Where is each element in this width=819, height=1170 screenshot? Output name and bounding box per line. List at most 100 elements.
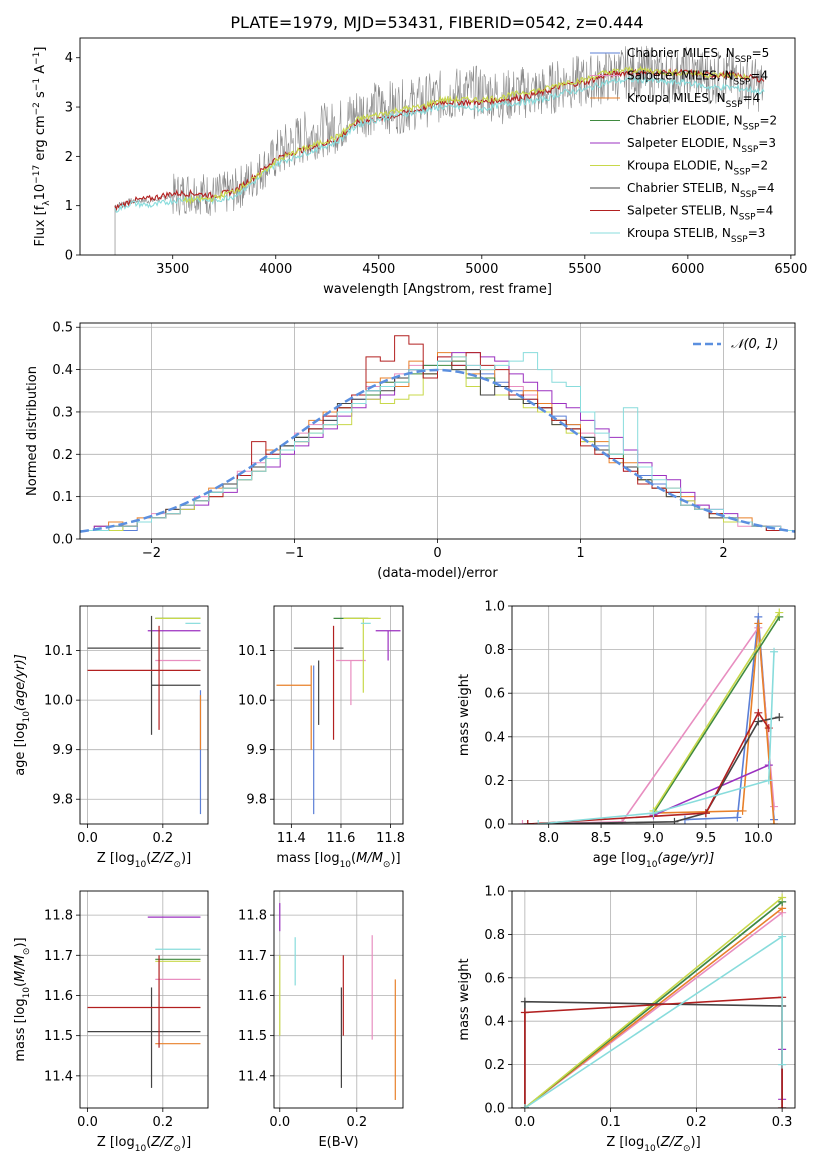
y-tick-label: 11.7 <box>44 949 73 964</box>
y-tick-label: 1.0 <box>484 885 505 900</box>
figure-title: PLATE=1979, MJD=53431, FIBERID=0542, z=0… <box>230 13 643 32</box>
weight-marker <box>775 713 784 722</box>
plot-area-spectrum <box>114 45 765 255</box>
y-tick-label: 10.1 <box>44 644 73 659</box>
legend-label-part: SSP <box>740 190 757 200</box>
chart-weight-vs-age: 8.0 8.5 9.0 9.5 10.0 0.0 0.2 0.4 0.6 0.8 1.0 age [l… <box>457 600 796 870</box>
x-tick-label: 0.3 <box>772 1115 793 1130</box>
weight-line-kroupa-miles <box>524 907 783 1108</box>
x-axis-label-part: )] <box>390 851 400 866</box>
x-tick-label: 0.0 <box>269 1115 290 1130</box>
y-axis-label: mass [log10(M/M⊙)] <box>13 937 32 1061</box>
y-tick-label: 11.6 <box>238 989 267 1004</box>
y-axis-label-part: erg cm <box>33 115 48 164</box>
y-axis-label: mass weight <box>457 958 472 1040</box>
x-axis-label: Z [log10(Z/Z⊙)] <box>606 1135 700 1154</box>
x-tick-label: 0.1 <box>600 1115 621 1130</box>
x-axis-label-part: E(B-V) <box>318 1135 358 1150</box>
x-tick-label: 9.0 <box>643 831 664 846</box>
x-axis-label-part: ( <box>351 851 356 866</box>
weight-marker <box>738 806 747 815</box>
spectrum-line-kroupa-elodie-model <box>182 65 750 205</box>
x-axis-label-part: )] <box>181 851 191 866</box>
x-tick-label: 0.2 <box>346 1115 367 1130</box>
x-axis-label-part: 10 <box>135 1144 147 1154</box>
chart-residuals: −2 −1 0 1 2 0.0 0.1 0.2 0.3 0.4 0.5 𝒩(0, 1) (data-mo… <box>25 321 796 581</box>
x-tick-label: 4000 <box>259 262 292 277</box>
weight-marker <box>770 802 779 811</box>
axes-frame <box>79 322 796 540</box>
x-axis-label-part: 10 <box>340 860 352 870</box>
axes-frame <box>79 605 209 825</box>
chart-weight-vs-Z: 0.0 0.1 0.2 0.3 0.0 0.2 0.4 0.6 0.8 1.0 Z [log10(Z… <box>457 885 796 1154</box>
y-tick-label: 11.5 <box>44 1029 73 1044</box>
axes-frame <box>79 890 209 1109</box>
x-axis-label-part: )] <box>691 1135 701 1150</box>
x-axis-label: (data-model)/error <box>377 566 498 581</box>
chart-spectrum: 3500 4000 4500 5000 5500 6000 6500 0 1 2 3 4 Chabrie… <box>32 37 807 297</box>
axes-frame <box>273 605 404 825</box>
x-tick-label: 5000 <box>465 262 498 277</box>
y-axis-label-part: 10 <box>22 987 32 999</box>
y-tick-label: 0.0 <box>52 533 73 548</box>
y-tick-label: 11.6 <box>44 989 73 1004</box>
legend-label-part: =2 <box>759 114 777 128</box>
weight-marker <box>670 817 679 824</box>
y-tick-label: 0.8 <box>484 928 505 943</box>
x-tick-label: −2 <box>142 546 161 561</box>
weight-marker <box>754 619 763 628</box>
y-axis-label-part: age [log <box>13 723 28 776</box>
plot-area-weight-vs-age <box>518 608 784 824</box>
y-tick-label: 0.8 <box>484 643 505 658</box>
x-axis-label-part: ⊙ <box>383 860 391 870</box>
weight-marker <box>754 708 763 717</box>
x-axis-label: mass [log10(M/M⊙)] <box>276 851 400 870</box>
x-axis-label-part: Z/Z <box>150 1135 174 1150</box>
x-axis-label-part: M/M <box>356 851 383 866</box>
x-axis-label: E(B-V) <box>318 1135 358 1150</box>
y-tick-label: 11.4 <box>44 1069 73 1084</box>
x-tick-label: 3500 <box>156 262 189 277</box>
plot-area-age-vs-Z <box>87 615 202 815</box>
legend-label-part: =3 <box>748 226 766 240</box>
legend-label-part: Kroupa MILES, N <box>627 91 726 105</box>
x-tick-label: 0.2 <box>152 831 173 846</box>
x-axis-label-part: ( <box>146 851 151 866</box>
legend-label-part: Salpeter MILES, N <box>627 69 734 83</box>
y-axis-label-part: 10 <box>33 184 48 201</box>
legend-label-part: Chabrier MILES, N <box>627 46 735 60</box>
legend-label-part: SSP <box>735 55 752 65</box>
y-tick-label: 2 <box>65 150 73 165</box>
x-axis-label: age [log10(age/yr)] <box>593 851 715 870</box>
y-axis-label-part: ( <box>13 982 28 987</box>
y-tick-label: 4 <box>65 51 73 66</box>
weight-marker <box>778 932 787 941</box>
axes-frame <box>511 890 796 1109</box>
legend-label: Salpeter ELODIE, NSSP=3 <box>627 136 776 155</box>
x-axis-label-part: Z [log <box>97 1135 135 1150</box>
x-tick-label: 8.0 <box>538 831 559 846</box>
x-axis-label-part: 10 <box>135 860 147 870</box>
y-axis-label-part: −17 <box>32 165 42 184</box>
legend-label-part: SSP <box>734 78 751 88</box>
legend-label-part: SSP <box>739 213 756 223</box>
y-tick-label: 10.0 <box>238 694 267 709</box>
y-tick-label: 9.9 <box>52 743 73 758</box>
plot-area-residuals <box>80 335 795 533</box>
legend-label-part: Salpeter STELIB, N <box>627 204 739 218</box>
x-axis-label-part: 10 <box>644 1144 656 1154</box>
x-axis-label-part: age [log <box>593 851 646 866</box>
x-tick-label: 0.0 <box>77 1115 98 1130</box>
weight-line-kroupa-elodie <box>652 612 780 812</box>
x-tick-label: 11.6 <box>327 831 356 846</box>
legend-label: Chabrier ELODIE, NSSP=2 <box>627 114 777 133</box>
y-tick-label: 0.2 <box>484 774 505 789</box>
x-tick-label: 9.5 <box>696 831 717 846</box>
y-tick-label: 11.8 <box>44 909 73 924</box>
y-axis-label-part: M/M <box>13 955 28 982</box>
y-tick-label: 0.3 <box>52 405 73 420</box>
plot-area-weight-vs-Z <box>520 893 787 1108</box>
x-axis-label: wavelength [Angstrom, rest frame] <box>323 282 552 297</box>
x-axis-label-part: ⊙ <box>173 860 181 870</box>
legend-label-part: Chabrier ELODIE, N <box>627 114 743 128</box>
